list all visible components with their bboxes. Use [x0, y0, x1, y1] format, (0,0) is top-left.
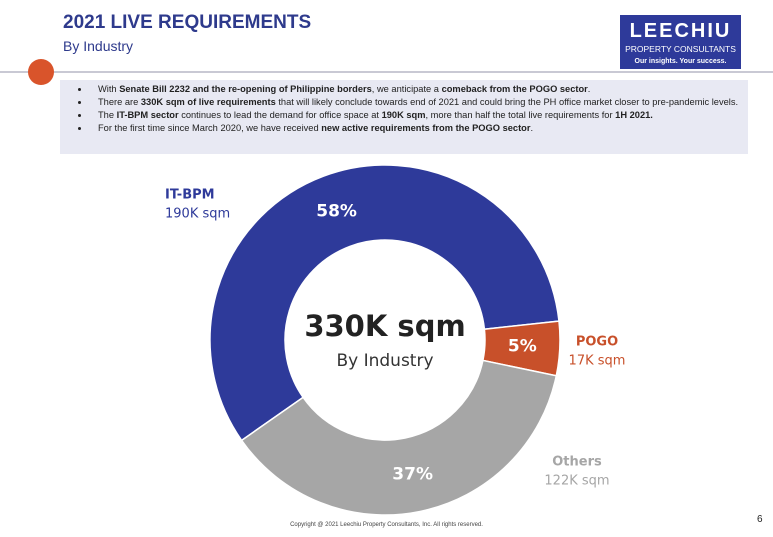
bullet-text: With	[98, 84, 120, 94]
logo: LEECHIU PROPERTY CONSULTANTS Our insight…	[620, 15, 741, 69]
center-title: 330K sqm	[304, 309, 465, 343]
bullet: There are 330K sqm of live requirements …	[90, 96, 748, 109]
donut-segment	[209, 164, 560, 442]
bullet-emphasis: IT-BPM sector	[116, 110, 179, 120]
accent-dot	[28, 59, 54, 85]
slide-subtitle: By Industry	[63, 38, 134, 54]
category-label: POGO	[576, 335, 618, 350]
bullet-text: , more than half the total live requirem…	[425, 110, 616, 120]
bullet-list: With Senate Bill 2232 and the re-opening…	[60, 83, 748, 135]
bullet-text: that will likely conclude towards end of…	[275, 97, 739, 107]
value-label: 37%	[392, 465, 433, 485]
value-label: 5%	[508, 337, 537, 357]
page-number: 6	[757, 514, 763, 525]
bullet-emphasis: Senate Bill 2232 and the re-opening of P…	[119, 84, 372, 94]
bullet: With Senate Bill 2232 and the re-opening…	[90, 83, 748, 96]
bullet-box: With Senate Bill 2232 and the re-opening…	[60, 80, 748, 154]
copyright: Copyright @ 2021 Leechiu Property Consul…	[290, 522, 483, 528]
bullet-text: There are	[98, 97, 141, 107]
value-label: 58%	[316, 201, 357, 221]
bullet-emphasis: 1H 2021.	[615, 110, 653, 120]
donut-segment	[240, 359, 558, 516]
bullet-text: .	[530, 123, 534, 133]
header-rule	[0, 71, 773, 73]
logo-slogan: Our insights. Your success.	[634, 58, 727, 65]
bullet-text: continues to lead the demand for office …	[178, 110, 382, 120]
amount-label: 17K sqm	[569, 354, 626, 369]
bullet: For the first time since March 2020, we …	[90, 122, 748, 135]
category-label: Others	[552, 455, 602, 470]
logo-tagline: PROPERTY CONSULTANTS	[625, 44, 736, 54]
bullet-emphasis: new active requirements from the POGO se…	[321, 123, 531, 133]
category-label: IT-BPM	[165, 188, 215, 203]
bullet-emphasis: 190K sqm	[381, 110, 426, 120]
bullet-text: .	[587, 84, 591, 94]
bullet-emphasis: 330K sqm of live requirements	[140, 97, 276, 107]
bullet: The IT-BPM sector continues to lead the …	[90, 109, 748, 122]
amount-label: 190K sqm	[165, 207, 230, 222]
logo-name: LEECHIU	[629, 20, 732, 42]
bullet-text: For the first time since March 2020, we …	[98, 123, 322, 133]
slide-title: 2021 LIVE REQUIREMENTS	[63, 12, 312, 33]
center-subtitle: By Industry	[336, 351, 433, 371]
bullet-emphasis: comeback from the POGO sector	[441, 84, 588, 94]
bullet-text: , we anticipate a	[371, 84, 442, 94]
amount-label: 122K sqm	[544, 474, 609, 489]
bullet-text: The	[98, 110, 117, 120]
